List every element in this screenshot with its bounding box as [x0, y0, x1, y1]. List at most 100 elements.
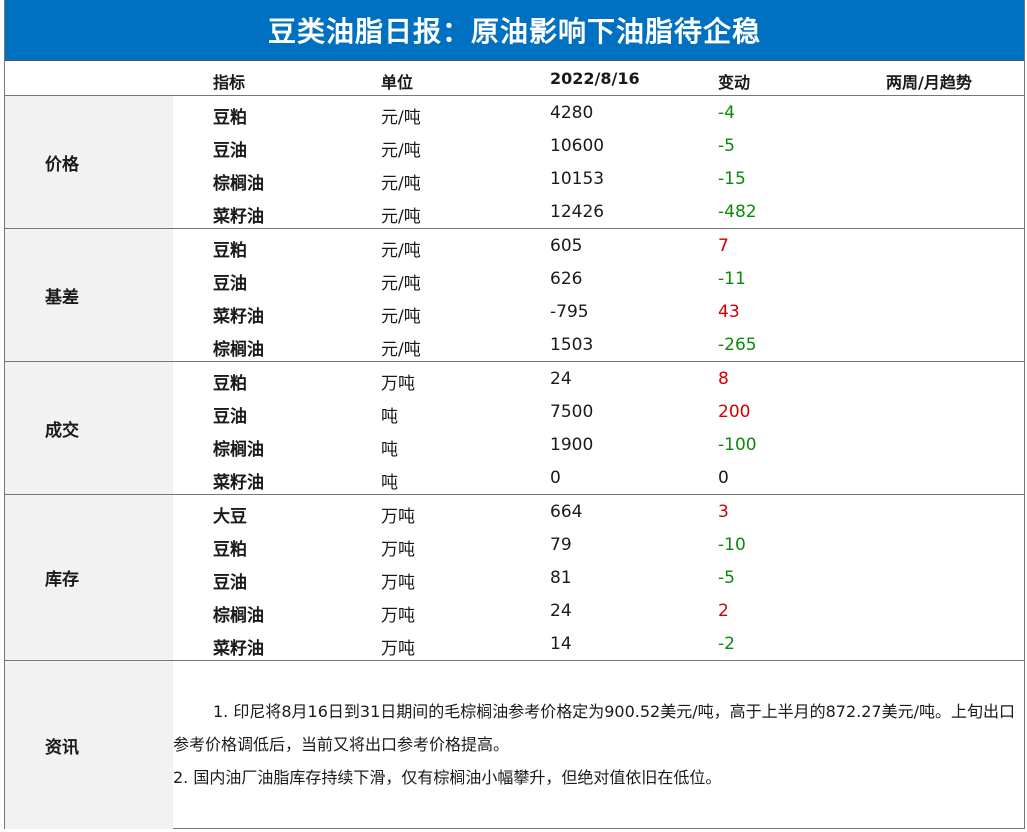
row-change: -5	[718, 136, 735, 156]
row-name: 棕榈油	[213, 440, 264, 460]
row-name: 豆油	[213, 141, 247, 161]
header-indicator: 指标	[213, 73, 246, 92]
row-change: 8	[718, 369, 729, 389]
table-row: 菜籽油 万吨 14 -2	[5, 627, 1024, 660]
news-item-1: 1. 印尼将8月16日到31日期间的毛棕榈油参考价格定为900.52美元/吨，高…	[173, 702, 1016, 754]
row-name: 菜籽油	[213, 473, 264, 493]
row-change: 3	[718, 502, 729, 522]
table-row: 豆粕 万吨 79 -10	[5, 528, 1024, 561]
row-name: 棕榈油	[213, 340, 264, 360]
table-row: 豆粕 万吨 24 8	[5, 362, 1024, 395]
table-row: 菜籽油 吨 0 0	[5, 461, 1024, 494]
header-unit: 单位	[381, 73, 414, 92]
row-name: 豆油	[213, 407, 247, 427]
row-value: 24	[550, 601, 572, 621]
row-value: 10600	[550, 136, 605, 156]
row-value: 664	[550, 502, 583, 522]
row-value: 14	[550, 634, 572, 654]
row-change: -2	[718, 634, 735, 654]
row-change: -10	[718, 535, 746, 555]
row-name: 菜籽油	[213, 207, 264, 227]
section-label: 成交	[5, 362, 173, 494]
row-change: -4	[718, 103, 735, 123]
row-unit: 元/吨	[381, 174, 421, 194]
table-row: 棕榈油 万吨 24 2	[5, 594, 1024, 627]
row-name: 豆油	[213, 573, 247, 593]
row-unit: 元/吨	[381, 108, 421, 128]
table-header: 指标 单位 2022/8/16 变动 两周/月趋势	[5, 61, 1024, 96]
section-2: 成交 豆粕 万吨 24 8 豆油吨 7500 200 棕榈油吨 1900 -100 菜籽油吨 0 0	[5, 362, 1024, 495]
table-row: 豆油 元/吨 10600 -5	[5, 129, 1024, 162]
header-change: 变动	[718, 73, 751, 92]
table-row: 豆粕 元/吨 605 7	[5, 229, 1024, 262]
row-change: -11	[718, 269, 746, 289]
row-unit: 元/吨	[381, 274, 421, 294]
table-row: 豆油 元/吨 626 -11	[5, 262, 1024, 295]
row-name: 棕榈油	[213, 606, 264, 626]
row-unit: 万吨	[381, 540, 415, 560]
row-change: -100	[718, 435, 757, 455]
row-change: -15	[718, 169, 746, 189]
news-item-2: 2. 国内油厂油脂库存持续下滑，仅有棕榈油小幅攀升，但绝对值依旧在低位。	[173, 768, 722, 787]
row-change: 200	[718, 402, 751, 422]
row-value: 1503	[550, 335, 594, 355]
row-value: 4280	[550, 103, 594, 123]
table-row: 棕榈油 吨 1900 -100	[5, 428, 1024, 461]
row-unit: 元/吨	[381, 241, 421, 261]
row-value: 79	[550, 535, 572, 555]
row-change: 2	[718, 601, 729, 621]
header-trend: 两周/月趋势	[886, 73, 972, 92]
row-value: 605	[550, 236, 583, 256]
section-label: 价格	[5, 96, 173, 228]
row-unit: 万吨	[381, 374, 415, 394]
row-value: 12426	[550, 202, 605, 222]
news-text: 1. 印尼将8月16日到31日期间的毛棕榈油参考价格定为900.52美元/吨，高…	[173, 695, 1018, 794]
daily-report: 豆类油脂日报：原油影响下油脂待企稳 指标 单位 2022/8/16 变动 两周/…	[4, 0, 1025, 829]
row-value: 0	[550, 468, 561, 488]
row-value: 24	[550, 369, 572, 389]
row-unit: 吨	[381, 440, 398, 460]
row-value: 626	[550, 269, 583, 289]
table-row: 豆油 万吨 81 -5	[5, 561, 1024, 594]
table-row: 菜籽油 元/吨 12426 -482	[5, 195, 1024, 228]
row-unit: 元/吨	[381, 141, 421, 161]
sections: 价格 豆粕 元/吨 4280 -4 豆油 元/吨 10600 -5 棕榈油 元/吨 10153 -15 菜…	[5, 96, 1024, 661]
section-label: 基差	[5, 229, 173, 361]
row-unit: 吨	[381, 473, 398, 493]
table-row: 豆粕 元/吨 4280 -4	[5, 96, 1024, 129]
row-name: 豆粕	[213, 241, 247, 261]
row-unit: 万吨	[381, 639, 415, 659]
section-3: 库存 大豆 万吨 664 3 豆粕 万吨 79 -10 豆油 万吨 81 -5 棕榈油 万吨 24 2 菜籽油 万吨…	[5, 495, 1024, 661]
row-name: 大豆	[213, 507, 247, 527]
row-change: 7	[718, 236, 729, 256]
row-name: 豆粕	[213, 540, 247, 560]
row-name: 豆粕	[213, 108, 247, 128]
row-name: 豆粕	[213, 374, 247, 394]
row-unit: 元/吨	[381, 207, 421, 227]
section-1: 基差 豆粕 元/吨 605 7 豆油 元/吨 626 -11 菜籽油 元/吨 -795 43 棕榈油 元/吨…	[5, 229, 1024, 362]
row-unit: 万吨	[381, 507, 415, 527]
news-section: 资讯 1. 印尼将8月16日到31日期间的毛棕榈油参考价格定为900.52美元/…	[5, 661, 1024, 829]
row-value: 7500	[550, 402, 594, 422]
row-name: 菜籽油	[213, 307, 264, 327]
row-value: 81	[550, 568, 572, 588]
table-row: 棕榈油 元/吨 1503 -265	[5, 328, 1024, 361]
row-change: -265	[718, 335, 757, 355]
table-row: 菜籽油 元/吨 -795 43	[5, 295, 1024, 328]
news-label: 资讯	[5, 661, 173, 829]
row-change: -482	[718, 202, 757, 222]
row-value: 10153	[550, 169, 605, 189]
report-title: 豆类油脂日报：原油影响下油脂待企稳	[5, 0, 1024, 61]
row-name: 棕榈油	[213, 174, 264, 194]
row-change: 43	[718, 302, 740, 322]
row-name: 菜籽油	[213, 639, 264, 659]
row-unit: 元/吨	[381, 307, 421, 327]
table-row: 棕榈油 元/吨 10153 -15	[5, 162, 1024, 195]
table-row: 豆油 吨 7500 200	[5, 395, 1024, 428]
row-value: 1900	[550, 435, 594, 455]
row-unit: 吨	[381, 407, 398, 427]
section-0: 价格 豆粕 元/吨 4280 -4 豆油 元/吨 10600 -5 棕榈油 元/吨 10153 -15 菜…	[5, 96, 1024, 229]
header-date: 2022/8/16	[550, 69, 640, 88]
row-name: 豆油	[213, 274, 247, 294]
row-value: -795	[550, 302, 589, 322]
